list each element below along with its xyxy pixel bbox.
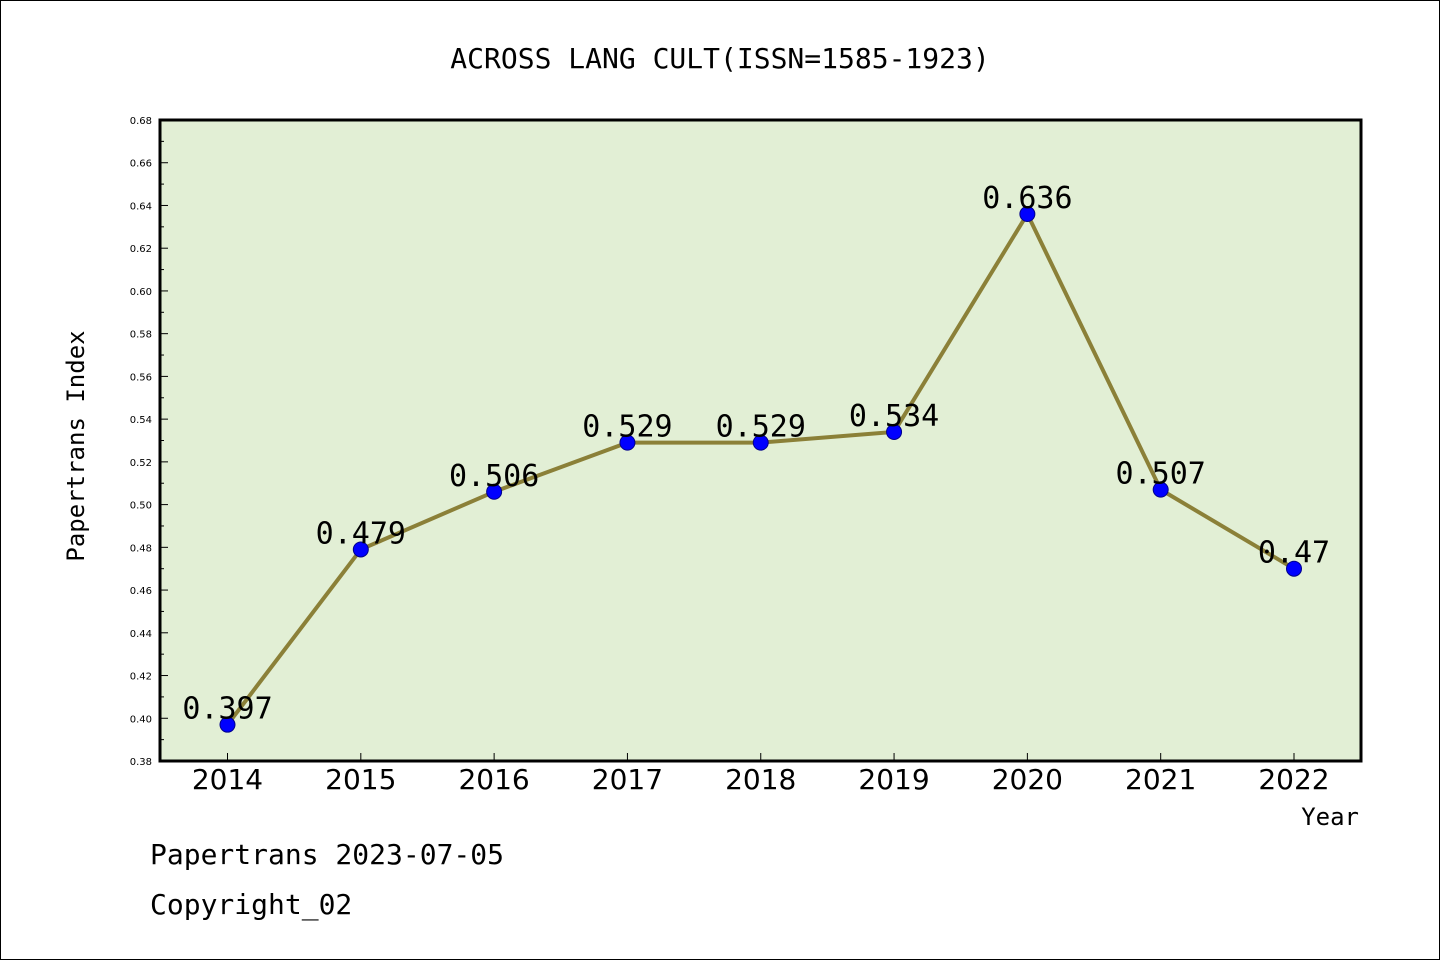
x-tick-label: 2018: [725, 763, 796, 796]
y-tick-label: 0.58: [130, 330, 152, 341]
footer-date: Papertrans 2023-07-05: [150, 838, 504, 871]
y-tick-label: 0.46: [130, 586, 152, 597]
data-label: 0.47: [1258, 536, 1330, 571]
data-label: 0.479: [316, 516, 406, 551]
y-tick-label: 0.60: [130, 287, 152, 298]
y-tick-label: 0.54: [130, 415, 152, 426]
chart-title: ACROSS LANG CULT(ISSN=1585-1923): [450, 42, 989, 75]
data-label: 0.507: [1116, 457, 1206, 492]
y-tick-label: 0.50: [130, 501, 152, 512]
y-tick-label: 0.40: [130, 714, 152, 725]
x-tick-label: 2021: [1125, 763, 1196, 796]
data-point: [486, 483, 503, 500]
data-labels: 0.397 0.479 0.506 0.529 0.529 0.534 0.636 0.507…: [182, 181, 1330, 727]
x-axis-label: Year: [1301, 803, 1359, 831]
data-label: 0.529: [716, 410, 806, 445]
y-axis: 0.38 0.40 0.42 0.44 0.46 0.48 0.50 0.52 0.54 0.56…: [130, 116, 168, 768]
series-markers: [219, 206, 1302, 733]
data-label: 0.506: [449, 459, 539, 494]
y-tick-label: 0.64: [130, 201, 152, 212]
data-label: 0.534: [849, 399, 939, 434]
y-tick-label: 0.68: [130, 116, 152, 127]
x-tick-label: 2022: [1258, 763, 1329, 796]
data-point: [886, 423, 903, 440]
y-axis-label: Papertrans Index: [62, 330, 90, 561]
y-tick-label: 0.38: [130, 757, 152, 768]
footer-copyright: Copyright_02: [150, 888, 352, 922]
data-point: [1152, 481, 1169, 498]
y-tick-label: 0.48: [130, 543, 152, 554]
x-tick-label: 2016: [458, 763, 529, 796]
data-label: 0.529: [582, 410, 672, 445]
data-point: [619, 434, 636, 451]
data-point: [1286, 560, 1302, 577]
x-tick-label: 2019: [858, 763, 929, 796]
plot-border: [158, 118, 1363, 763]
data-point: [352, 541, 369, 558]
y-tick-label: 0.62: [130, 244, 152, 255]
x-tick-label: 2020: [992, 763, 1063, 796]
x-axis: 2014 2015 2016 2017 2018 2019 2020 2021 2022: [192, 753, 1330, 796]
y-tick-label: 0.66: [130, 159, 152, 170]
y-tick-label: 0.52: [130, 458, 152, 469]
x-tick-label: 2015: [325, 763, 396, 796]
y-tick-label: 0.42: [130, 672, 152, 683]
x-tick-label: 2017: [592, 763, 663, 796]
data-point: [219, 716, 236, 733]
data-point: [752, 434, 769, 451]
data-label: 0.397: [182, 692, 272, 727]
x-tick-label: 2014: [192, 763, 263, 796]
data-point: [1019, 206, 1036, 223]
y-tick-label: 0.44: [130, 629, 152, 640]
y-tick-label: 0.56: [130, 372, 152, 383]
data-label: 0.636: [982, 181, 1072, 216]
